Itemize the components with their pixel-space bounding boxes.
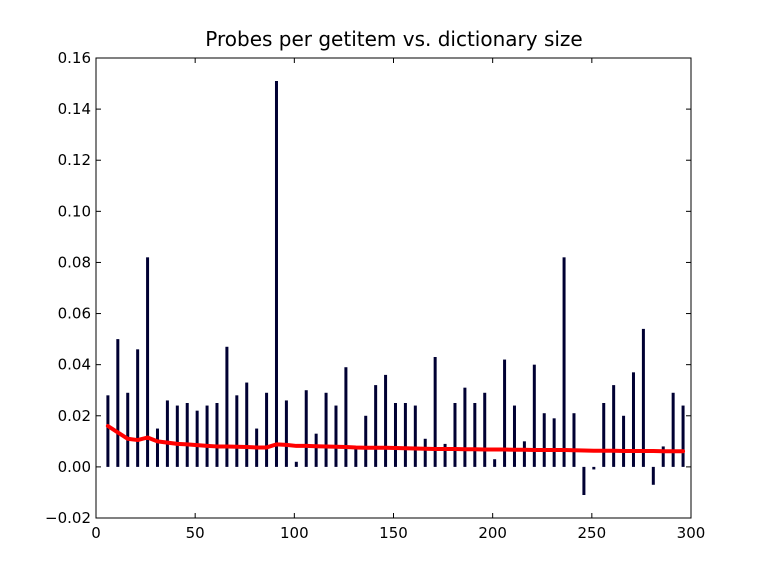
bar xyxy=(562,257,566,467)
y-tick-label: 0.02 xyxy=(58,407,91,425)
bar xyxy=(205,405,209,467)
bar xyxy=(155,428,159,467)
bar xyxy=(631,372,635,467)
bar xyxy=(542,413,546,467)
bar xyxy=(403,403,407,467)
x-tick-label: 100 xyxy=(280,524,309,542)
bar xyxy=(503,359,507,467)
bar xyxy=(195,410,199,467)
ticks-layer: 0 50 100 150 200 250 300 −0.02 0.00 0.02 0.04 0.06 0… xyxy=(45,49,705,542)
bar xyxy=(512,405,516,467)
y-tick-label: 0.04 xyxy=(58,356,91,374)
y-tick-label: 0.12 xyxy=(58,151,91,169)
bar xyxy=(126,392,130,467)
bar xyxy=(423,438,427,467)
bar xyxy=(453,403,457,467)
bar xyxy=(592,466,596,470)
bar xyxy=(681,405,685,467)
bar xyxy=(612,385,616,467)
x-tick-label: 50 xyxy=(186,524,205,542)
bar xyxy=(622,415,626,467)
x-tick-label: 0 xyxy=(91,524,101,542)
y-tick-label: 0.00 xyxy=(58,458,91,476)
bar xyxy=(651,466,655,485)
bar xyxy=(393,403,397,467)
bar xyxy=(165,400,169,467)
bar xyxy=(433,357,437,467)
bar xyxy=(175,405,179,467)
bar xyxy=(274,81,278,467)
bar xyxy=(344,367,348,467)
bar xyxy=(572,413,576,467)
y-tick-label: −0.02 xyxy=(45,509,91,527)
bar xyxy=(641,328,645,467)
x-tick-label: 200 xyxy=(478,524,507,542)
y-tick-label: 0.16 xyxy=(58,49,91,67)
bar xyxy=(136,349,140,467)
bar xyxy=(185,403,189,467)
bar xyxy=(483,392,487,467)
line-layer xyxy=(105,424,686,454)
bar xyxy=(225,346,229,467)
bar xyxy=(334,405,338,467)
bar xyxy=(582,466,586,495)
y-tick-label: 0.10 xyxy=(58,202,91,220)
x-tick-label: 150 xyxy=(379,524,408,542)
bar xyxy=(294,461,298,467)
bar xyxy=(413,405,417,467)
x-tick-label: 300 xyxy=(677,524,706,542)
y-tick-label: 0.06 xyxy=(58,305,91,323)
series-line xyxy=(105,424,686,454)
bar xyxy=(671,392,675,467)
bar xyxy=(602,403,606,467)
y-tick-label: 0.14 xyxy=(58,100,91,118)
bar xyxy=(116,339,120,467)
bars-layer xyxy=(106,81,685,495)
bar xyxy=(374,385,378,467)
bar xyxy=(661,446,665,467)
bar xyxy=(532,364,536,467)
bar xyxy=(106,395,110,467)
bar xyxy=(304,390,308,467)
bar xyxy=(284,400,288,467)
bar xyxy=(493,459,497,467)
bar xyxy=(235,395,239,467)
bar xyxy=(384,374,388,467)
y-tick-label: 0.08 xyxy=(58,253,91,271)
bar xyxy=(265,392,269,467)
bar xyxy=(245,382,249,467)
bar xyxy=(552,418,556,467)
bar xyxy=(354,449,358,467)
bar xyxy=(473,403,477,467)
bar xyxy=(146,257,150,467)
bar xyxy=(314,433,318,467)
bar xyxy=(522,441,526,467)
bar xyxy=(364,415,368,467)
chart-title: Probes per getitem vs. dictionary size xyxy=(205,27,582,51)
bar xyxy=(443,443,447,467)
bar xyxy=(215,403,219,467)
x-tick-label: 250 xyxy=(578,524,607,542)
bar xyxy=(324,392,328,467)
bar xyxy=(463,387,467,467)
